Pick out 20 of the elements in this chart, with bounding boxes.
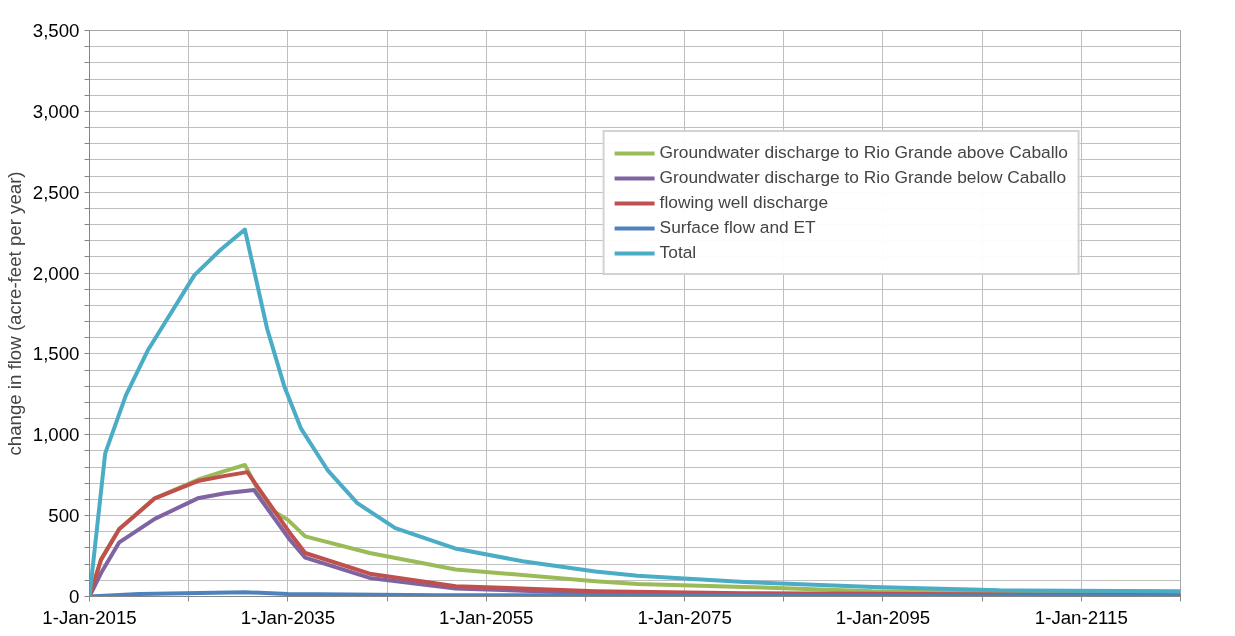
y-tick-label: 1,000	[32, 424, 80, 446]
legend-label: Total	[659, 242, 697, 263]
y-tick-label: 1,500	[32, 343, 80, 365]
y-tick-label: 2,500	[32, 181, 80, 203]
x-tick-label: 1-Jan-2075	[637, 606, 732, 628]
y-tick-label: 500	[48, 505, 80, 527]
legend-label: Surface flow and ET	[659, 217, 816, 238]
x-tick-label: 1-Jan-2035	[240, 606, 336, 628]
y-tick-label: 3,000	[32, 100, 80, 122]
x-tick-label: 1-Jan-2115	[1034, 606, 1128, 628]
x-tick-label: 1-Jan-2095	[835, 606, 931, 628]
legend-label: flowing well discharge	[659, 192, 829, 213]
y-tick-label: 2,000	[32, 262, 80, 284]
y-tick-label: 0	[69, 586, 80, 607]
legend-label: Groundwater discharge to Rio Grande above Caballo	[659, 142, 1068, 163]
y-tick-label: 3,500	[32, 20, 80, 41]
x-tick-label: 1-Jan-2015	[42, 606, 137, 628]
y-axis-title: change in flow (acre-feet per year)	[3, 171, 25, 456]
x-tick-label: 1-Jan-2055	[439, 606, 534, 628]
legend-label: Groundwater discharge to Rio Grande below Caballo	[659, 167, 1067, 188]
